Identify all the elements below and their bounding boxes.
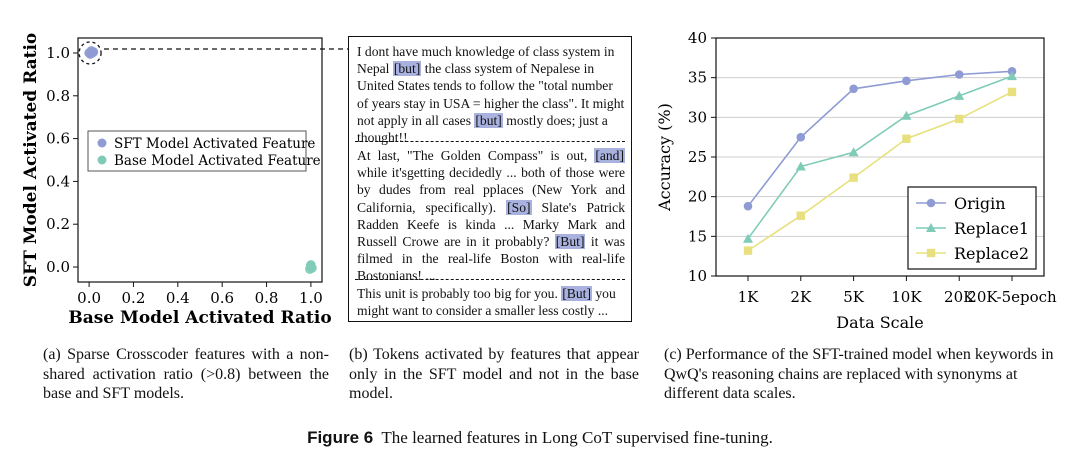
token-example-1: I dont have much knowledge of class syst… [357,43,625,146]
figure-caption: Figure 6 The learned features in Long Co… [0,428,1080,448]
y-tick-label: 0.4 [46,172,70,190]
section-divider [355,141,625,142]
replace1-line [747,75,1013,240]
legend-marker [97,155,107,165]
figure-caption-text: The learned features in Long CoT supervi… [381,428,773,447]
base-feature-point [305,261,316,271]
replace2-point [1007,87,1017,97]
y-tick-label: 0.0 [46,258,70,276]
legend-marker [926,248,936,258]
legend-marker [97,138,107,148]
token-text: At last, "The Golden Compass" is out, [357,148,595,163]
origin-point [796,132,806,142]
origin-point [902,76,911,86]
y-tick-label: 15 [688,227,707,245]
highlight-circle [78,41,102,65]
plot-frame [77,37,323,283]
origin-line [747,70,1013,207]
y-tick-label: 0.8 [46,87,70,105]
x-tick-label: 0.4 [166,289,190,307]
token-example-2: At last, "The Golden Compass" is out, [a… [357,147,625,285]
x-axis-label: Base Model Activated Ratio [68,308,331,328]
y-tick-label: 0.2 [46,215,70,233]
highlighted-token: [and] [594,148,625,163]
y-tick-label: 25 [688,148,707,166]
legend-marker [926,198,936,208]
legend-label: Origin [954,194,1006,213]
replace2-point [849,173,858,182]
sft-feature-point [85,49,95,59]
legend-box [87,130,307,172]
scatter-chart-panel-a: 0.00.20.40.60.81.00.0 0.2 0.4 0.6 0.8 1.0Base… [21,33,332,328]
y-tick-label: 40 [688,29,707,47]
highlighted-token: [So] [506,199,532,215]
replace2-point [902,134,911,143]
replace2-point [796,211,805,220]
replace1-point [1007,71,1017,81]
replace1-point [743,233,753,243]
x-tick-label: 0.2 [122,289,146,307]
highlighted-token: [but] [392,61,422,77]
x-tick-label: 2K [790,288,812,306]
x-tick-label: 20K [944,288,975,306]
token-text: I dont have much knowledge of class syst… [357,44,615,77]
token-text: Slate's Patrick Radden Keefe is kinda ..… [357,199,625,250]
section-divider [355,279,625,280]
token-text: you might want to consider a smaller les… [357,286,616,319]
highlighted-token: [but] [474,112,503,128]
activated-tokens-box: I dont have much knowledge of class syst… [348,36,632,322]
x-tick-label: 5K [843,288,865,306]
origin-point [954,70,964,79]
y-axis-label: SFT Model Activated Ratio [21,33,41,288]
highlighted-token: [But] [554,234,586,250]
replace2-point [955,114,964,124]
token-text: while it'sgetting decidedly ... both of … [357,165,625,215]
replace1-point [954,90,965,100]
y-tick-label: 1.0 [46,44,70,62]
origin-point [849,84,858,94]
x-axis-label: Data Scale [836,313,923,332]
figure-label: Figure 6 [307,428,374,447]
x-tick-label: 0.0 [77,289,101,307]
x-tick-label: 20K-5epoch [967,288,1057,306]
replace1-point [795,161,806,171]
y-tick-label: 0.6 [46,130,70,148]
token-text: the class system of Nepalese in United S… [357,61,625,128]
legend-label: Replace2 [954,244,1029,263]
x-tick-label: 1.0 [299,289,323,307]
x-tick-label: 0.8 [255,289,279,307]
x-tick-label: 10K [891,288,922,306]
replace2-point [743,246,753,255]
plot-frame [715,37,1045,277]
legend-marker [926,223,936,232]
legend-label: Replace1 [954,219,1029,238]
token-example-3: This unit is probably too big for you. [… [357,285,625,319]
y-tick-label: 30 [688,108,707,126]
legend-label: Base Model Activated Feature [114,153,321,169]
token-text: This unit is probably too big for you. [357,286,562,301]
x-tick-label: 1K [738,288,760,306]
y-tick-label: 10 [688,267,707,285]
y-tick-label: 20 [688,188,707,206]
legend-label: SFT Model Activated Feature [114,136,315,152]
caption-b: (b) Tokens activated by features that ap… [349,346,639,402]
highlighted-token: [But] [561,286,592,301]
y-axis-label: Accuracy (%) [655,103,674,212]
caption-a: (a) Sparse Crosscoder features with a no… [43,346,329,402]
caption-c: (c) Performance of the SFT-trained model… [664,346,1054,402]
replace1-point [901,110,912,120]
x-tick-label: 0.6 [210,289,234,307]
y-tick-label: 35 [688,69,707,87]
origin-point [743,201,753,211]
replace1-point [848,147,859,157]
replace2-line [747,91,1013,252]
